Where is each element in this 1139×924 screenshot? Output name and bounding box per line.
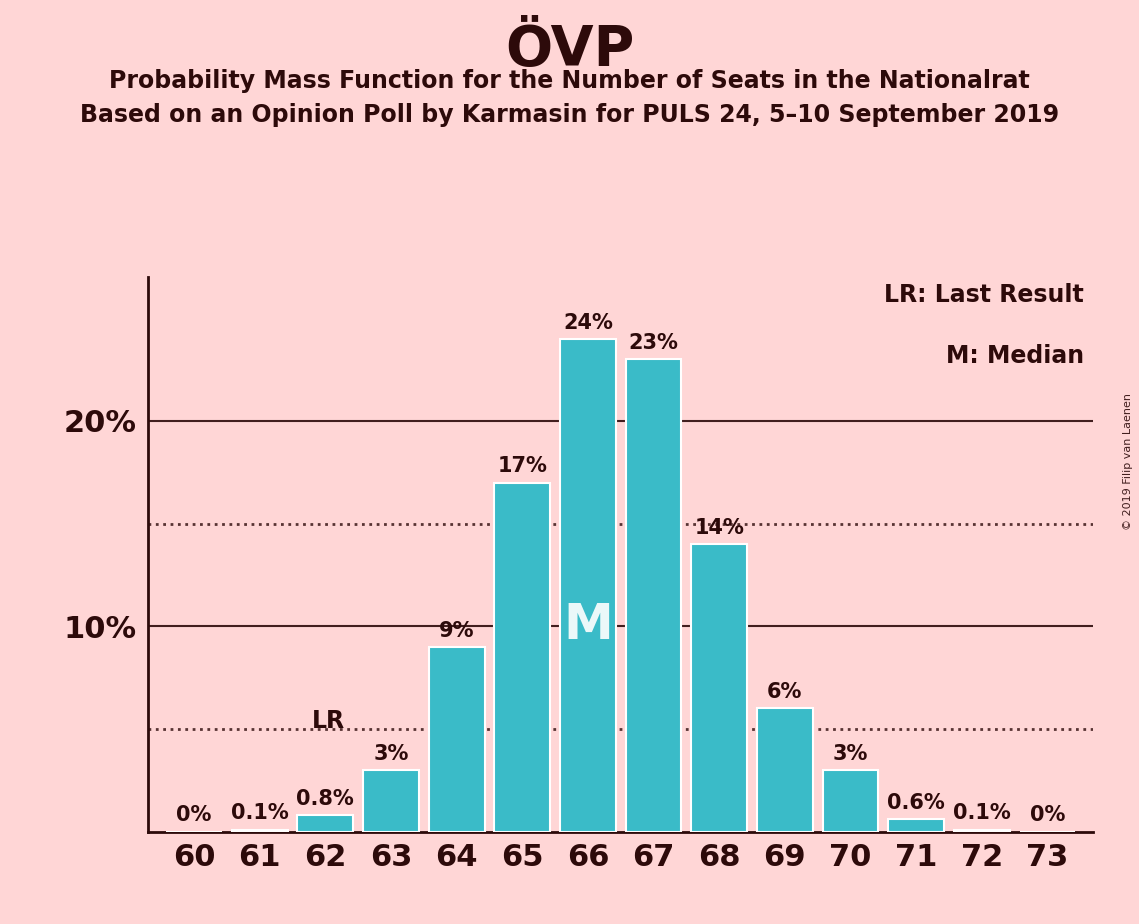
Bar <box>757 709 813 832</box>
Bar <box>691 544 747 832</box>
Text: 23%: 23% <box>629 334 679 353</box>
Bar <box>297 815 353 832</box>
Text: 17%: 17% <box>498 456 547 477</box>
Bar <box>888 820 944 832</box>
Text: LR: Last Result: LR: Last Result <box>884 283 1084 307</box>
Text: 0%: 0% <box>177 806 212 825</box>
Bar <box>428 647 484 832</box>
Bar <box>954 830 1010 832</box>
Bar <box>560 339 616 832</box>
Text: 0%: 0% <box>1030 806 1065 825</box>
Text: 0.6%: 0.6% <box>887 793 945 813</box>
Bar <box>625 359 681 832</box>
Text: 9%: 9% <box>439 621 474 640</box>
Text: 14%: 14% <box>695 518 744 538</box>
Text: 0.8%: 0.8% <box>296 789 354 809</box>
Bar <box>494 482 550 832</box>
Bar <box>231 830 287 832</box>
Text: 3%: 3% <box>833 744 868 764</box>
Text: Probability Mass Function for the Number of Seats in the Nationalrat: Probability Mass Function for the Number… <box>109 69 1030 93</box>
Text: 0.1%: 0.1% <box>231 803 288 823</box>
Text: M: Median: M: Median <box>945 344 1084 368</box>
Text: ÖVP: ÖVP <box>505 23 634 77</box>
Text: 6%: 6% <box>768 682 803 702</box>
Text: © 2019 Filip van Laenen: © 2019 Filip van Laenen <box>1123 394 1133 530</box>
Bar <box>822 770 878 832</box>
Text: M: M <box>563 601 613 649</box>
Text: 24%: 24% <box>563 312 613 333</box>
Bar <box>363 770 419 832</box>
Text: LR: LR <box>312 709 345 733</box>
Text: Based on an Opinion Poll by Karmasin for PULS 24, 5–10 September 2019: Based on an Opinion Poll by Karmasin for… <box>80 103 1059 128</box>
Text: 0.1%: 0.1% <box>953 803 1010 823</box>
Text: 3%: 3% <box>374 744 409 764</box>
